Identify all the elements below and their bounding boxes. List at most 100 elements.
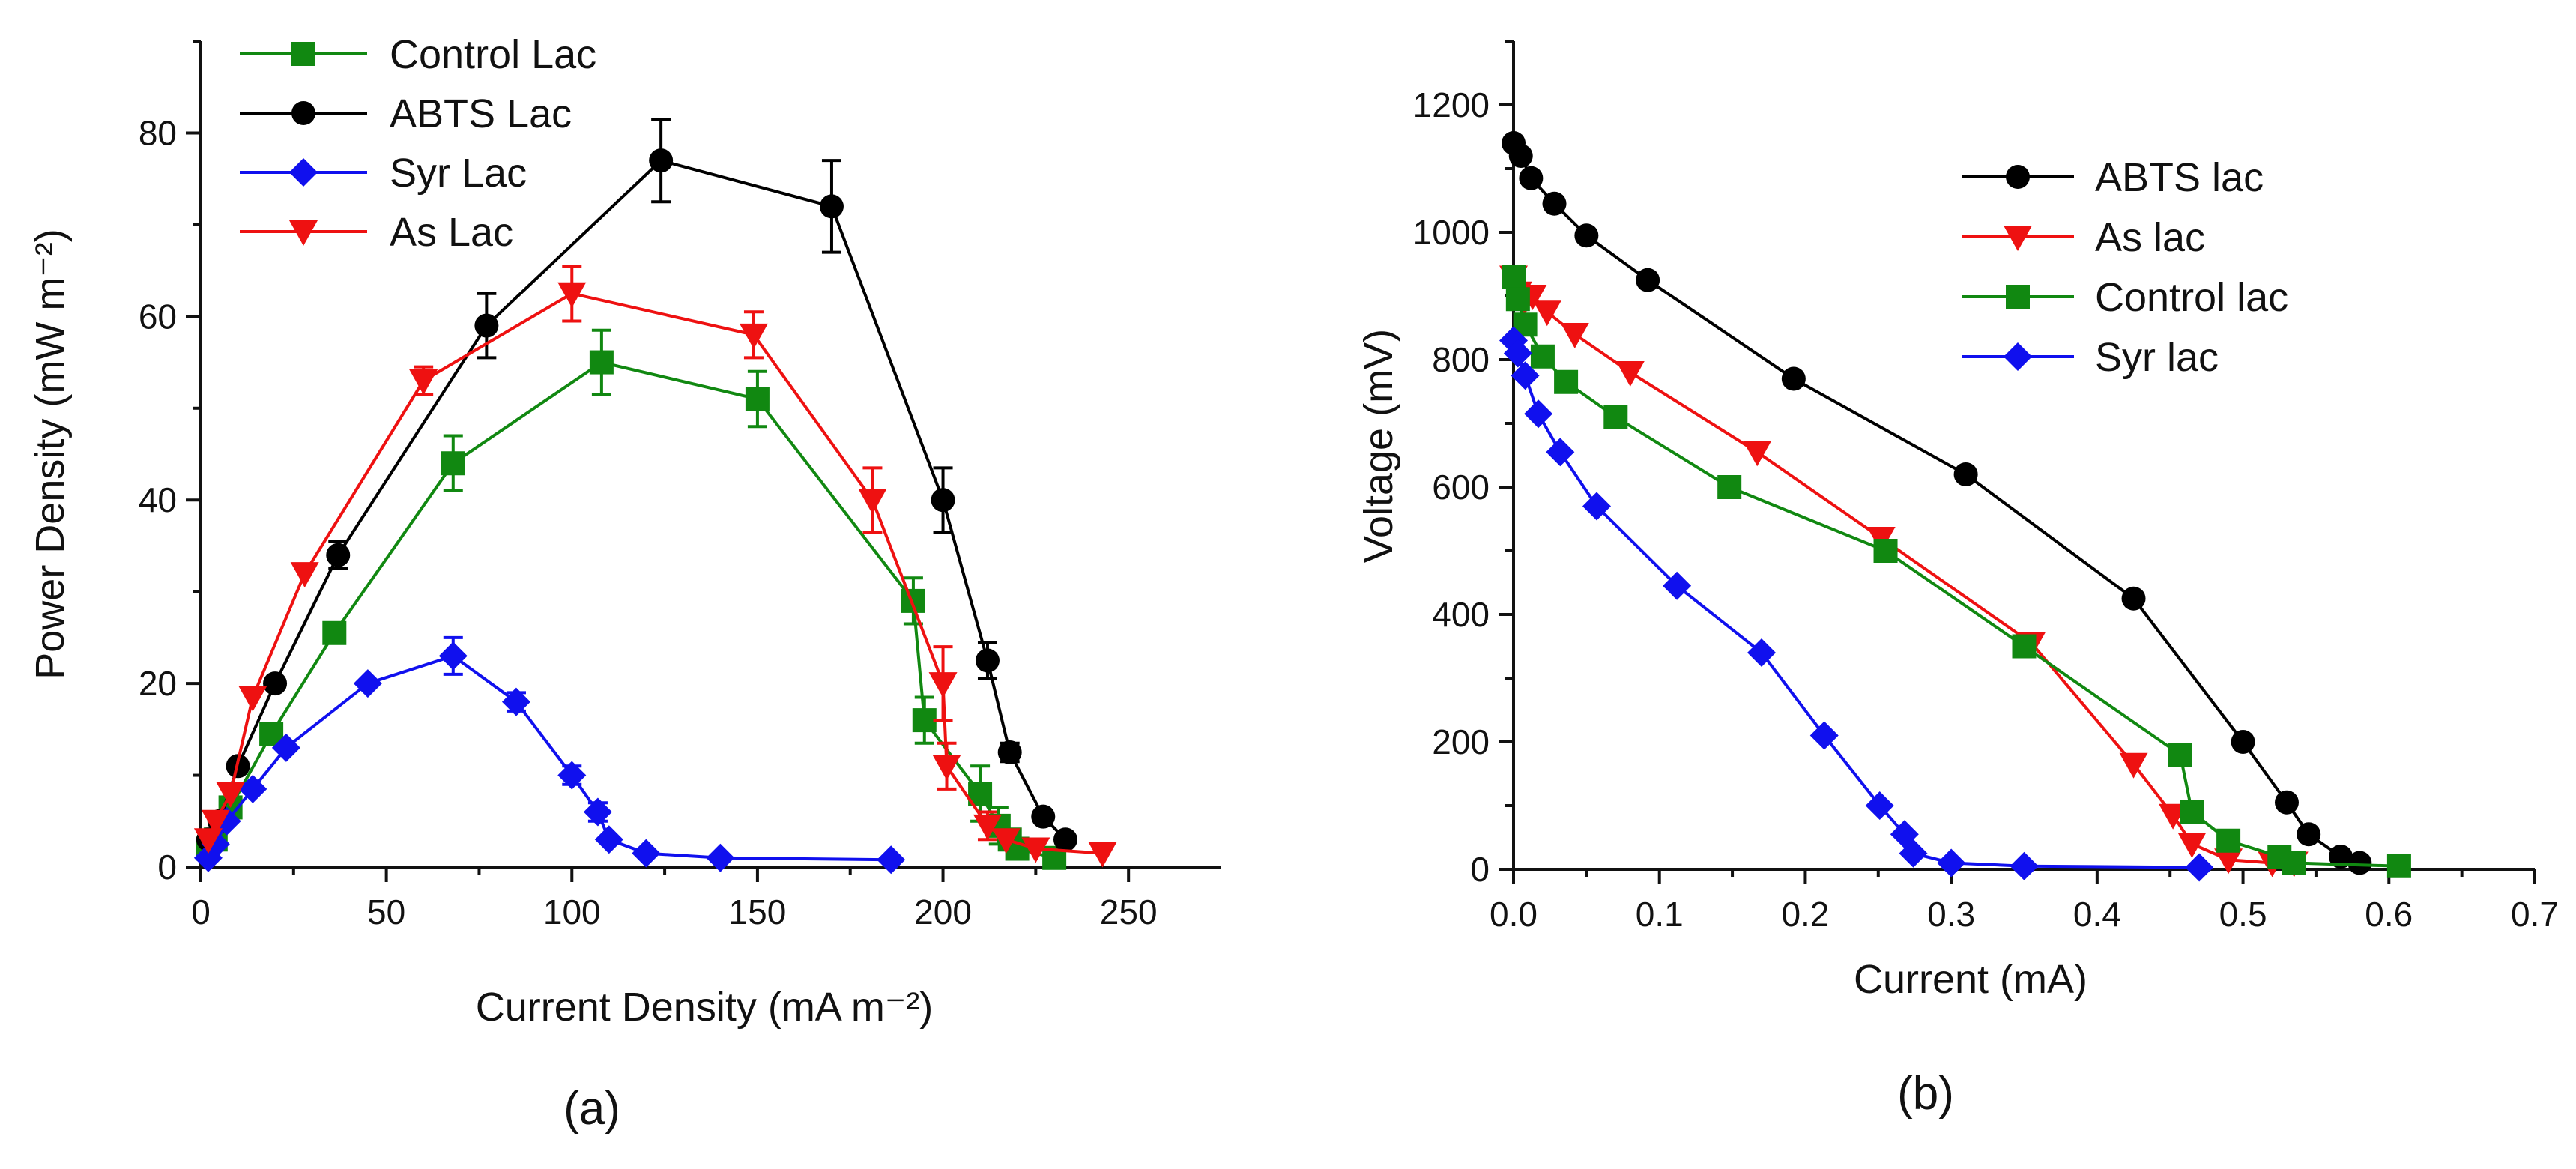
data-point	[1582, 492, 1611, 521]
y-tick-label: 60	[139, 297, 177, 336]
data-point	[238, 686, 267, 712]
legend-item: Syr Lac	[240, 151, 527, 196]
series-line	[207, 292, 1103, 855]
data-point	[1554, 369, 1579, 394]
data-point	[1503, 339, 1532, 368]
data-point	[2185, 853, 2214, 882]
data-point	[2119, 752, 2148, 779]
data-point	[973, 814, 1002, 840]
data-point	[2216, 828, 2241, 853]
data-point	[877, 845, 906, 875]
x-axis-label: Current Density (mA m⁻²)	[476, 985, 934, 1030]
legend-marker	[2004, 226, 2032, 251]
series-line	[1512, 277, 2399, 868]
data-point	[739, 323, 768, 349]
data-point	[557, 282, 587, 308]
legend-marker	[291, 42, 315, 66]
legend-item: As lac	[1962, 215, 2205, 260]
data-point	[2168, 743, 2192, 767]
legend-marker	[289, 220, 318, 246]
data-point	[1505, 287, 1530, 312]
data-point	[589, 350, 614, 375]
legend-label: As lac	[2095, 215, 2205, 260]
series-line	[207, 360, 1055, 860]
x-tick-label: 0.2	[1781, 895, 1829, 934]
data-point	[441, 451, 465, 476]
data-point	[263, 671, 288, 696]
legend-marker	[291, 101, 315, 125]
series-line	[207, 654, 892, 862]
data-point	[1781, 366, 1806, 391]
data-point	[1088, 842, 1117, 868]
chart-panel-a: 0 50 100 150 200 250 0 20 40 60 80 Current Density …	[28, 32, 1221, 1135]
data-point	[201, 809, 230, 836]
legend-marker	[2006, 165, 2030, 189]
legend-label: Control lac	[2095, 275, 2288, 320]
x-tick-label: 150	[729, 892, 787, 931]
data-point	[438, 641, 468, 671]
y-tick-label: 400	[1432, 595, 1490, 634]
data-point	[1546, 438, 1575, 467]
data-point	[238, 774, 267, 803]
data-point	[1508, 144, 1533, 168]
data-point	[2177, 833, 2207, 858]
data-point	[353, 669, 382, 698]
data-point	[271, 733, 300, 762]
y-tick-label: 80	[139, 113, 177, 152]
x-tick-label: 0.6	[2365, 895, 2413, 934]
data-point	[1717, 475, 1742, 499]
legend-item: ABTS Lac	[240, 91, 572, 136]
x-tick-label: 0.4	[2073, 895, 2121, 934]
legend-marker	[289, 158, 318, 187]
series-as-lac	[193, 264, 1117, 868]
data-point	[2231, 730, 2255, 754]
data-point	[1743, 441, 1772, 467]
data-point	[2012, 634, 2037, 659]
series-syr-lac	[1499, 326, 2214, 882]
data-point	[1532, 300, 1561, 327]
data-point	[2329, 845, 2353, 869]
data-point	[928, 672, 958, 698]
data-point	[2010, 851, 2039, 880]
x-tick-label: 100	[543, 892, 601, 931]
data-point	[2282, 851, 2306, 875]
data-point	[1663, 571, 1692, 600]
legend-label: As Lac	[390, 210, 513, 255]
data-point	[2386, 854, 2411, 878]
data-point	[290, 562, 319, 588]
data-point	[409, 369, 438, 396]
data-point	[1053, 827, 1077, 852]
legend-item: Syr lac	[1962, 335, 2219, 380]
x-tick-label: 0.0	[1490, 895, 1538, 934]
x-tick-label: 0.1	[1636, 895, 1684, 934]
data-point	[1560, 323, 1589, 348]
y-tick-label: 1200	[1413, 85, 1490, 124]
x-tick-label: 0.3	[1927, 895, 1975, 934]
data-point	[2347, 851, 2372, 875]
data-point	[997, 740, 1022, 764]
data-point	[1574, 223, 1599, 248]
data-point	[1021, 837, 1050, 863]
y-tick-label: 600	[1432, 468, 1490, 507]
series-control-lac	[196, 328, 1067, 870]
legend-label: ABTS lac	[2095, 155, 2264, 200]
y-axis-label: Power Density (mW m⁻²)	[28, 229, 73, 680]
data-point	[474, 313, 499, 338]
legend-item: As Lac	[240, 210, 513, 255]
data-point	[858, 489, 887, 515]
data-point	[632, 839, 661, 868]
data-point	[932, 755, 961, 781]
data-point	[1873, 539, 1898, 563]
x-tick-label: 200	[914, 892, 972, 931]
data-point	[975, 648, 1000, 673]
data-point	[216, 782, 245, 809]
legend-label: Control Lac	[390, 32, 596, 77]
series-abts-lac	[1502, 131, 2372, 875]
data-point	[1031, 804, 1056, 829]
y-tick-label: 800	[1432, 340, 1490, 379]
panel-label: (a)	[563, 1083, 620, 1135]
data-point	[1519, 166, 1544, 190]
data-point	[557, 761, 587, 790]
data-point	[2121, 586, 2146, 611]
data-point	[745, 387, 770, 411]
